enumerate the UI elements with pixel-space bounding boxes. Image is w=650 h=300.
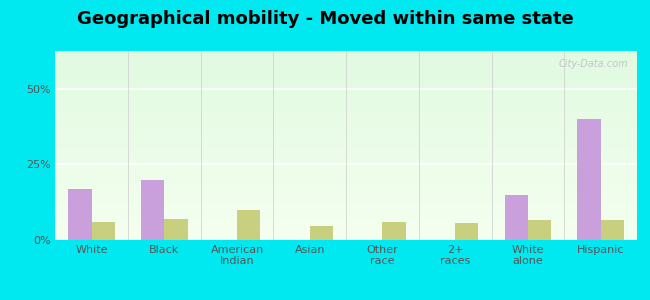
Bar — [577, 119, 601, 240]
Bar — [601, 220, 624, 240]
Text: Geographical mobility - Moved within same state: Geographical mobility - Moved within sam… — [77, 11, 573, 28]
Bar — [528, 220, 551, 240]
Bar — [504, 195, 528, 240]
Text: City-Data.com: City-Data.com — [558, 58, 629, 69]
Bar — [382, 222, 406, 240]
Bar — [164, 219, 188, 240]
Bar — [92, 222, 115, 240]
Bar — [68, 189, 92, 240]
Bar — [141, 179, 164, 240]
Bar — [310, 226, 333, 240]
Bar — [237, 210, 260, 240]
Bar — [455, 224, 478, 240]
